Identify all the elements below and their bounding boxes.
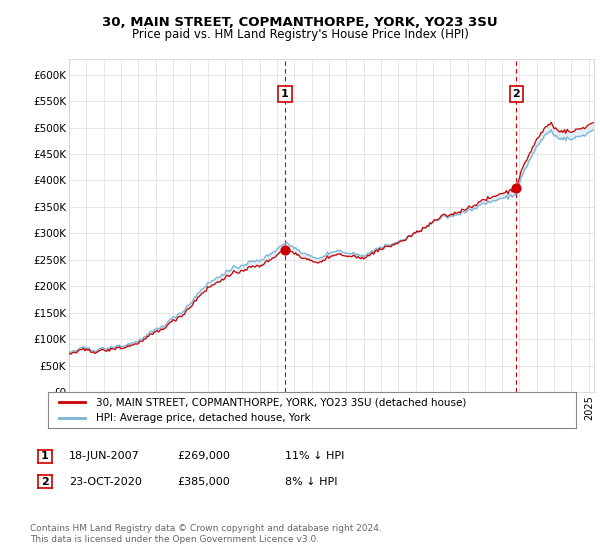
Text: 1: 1 [41, 451, 49, 461]
Text: 11% ↓ HPI: 11% ↓ HPI [285, 451, 344, 461]
Text: 30, MAIN STREET, COPMANTHORPE, YORK, YO23 3SU: 30, MAIN STREET, COPMANTHORPE, YORK, YO2… [102, 16, 498, 29]
Text: 23-OCT-2020: 23-OCT-2020 [69, 477, 142, 487]
Text: HPI: Average price, detached house, York: HPI: Average price, detached house, York [95, 413, 310, 423]
Text: £269,000: £269,000 [177, 451, 230, 461]
Point [280, 245, 290, 254]
Text: Price paid vs. HM Land Registry's House Price Index (HPI): Price paid vs. HM Land Registry's House … [131, 28, 469, 41]
Text: £385,000: £385,000 [177, 477, 230, 487]
Text: Contains HM Land Registry data © Crown copyright and database right 2024.
This d: Contains HM Land Registry data © Crown c… [30, 524, 382, 544]
Text: 1: 1 [281, 89, 289, 99]
Text: 2: 2 [41, 477, 49, 487]
Point [511, 184, 521, 193]
Text: 18-JUN-2007: 18-JUN-2007 [69, 451, 140, 461]
Text: 2: 2 [512, 89, 520, 99]
Text: 8% ↓ HPI: 8% ↓ HPI [285, 477, 337, 487]
Text: 30, MAIN STREET, COPMANTHORPE, YORK, YO23 3SU (detached house): 30, MAIN STREET, COPMANTHORPE, YORK, YO2… [95, 397, 466, 407]
